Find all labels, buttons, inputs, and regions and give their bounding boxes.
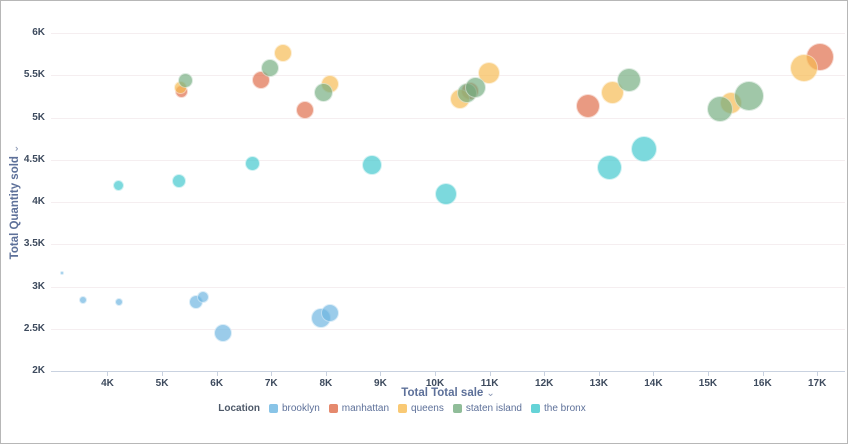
y-axis-tick-label: 6K [32, 27, 45, 38]
bubble-staten-island[interactable] [465, 76, 487, 98]
x-axis-tick-label: 9K [374, 378, 387, 389]
chevron-down-icon[interactable]: ⌄ [10, 144, 21, 154]
legend-item-queens[interactable]: queens [398, 403, 444, 414]
x-axis-tick-label: 15K [698, 378, 718, 389]
bubble-the-bronx[interactable] [434, 183, 457, 206]
x-axis-tick-label: 13K [589, 378, 608, 389]
x-axis-tick-label: 14K [644, 378, 663, 389]
x-axis-title-label: Total Total sale [401, 387, 484, 399]
legend-item-brooklyn[interactable]: brooklyn [268, 403, 320, 414]
y-axis-tick-label: 3K [32, 280, 45, 292]
gridline [51, 159, 845, 161]
x-axis-tickmark [216, 372, 218, 376]
y-axis-tick-label: 3.5K [23, 238, 45, 250]
bubble-brooklyn[interactable] [321, 303, 340, 322]
y-axis-title-label: Total Quantity sold [9, 156, 21, 260]
x-axis-tick-label: 4K [101, 378, 114, 389]
legend: Location brooklyn manhattan queens staten i… [1, 403, 847, 414]
legend-swatch-icon [328, 404, 338, 413]
x-axis-tickmark [598, 372, 600, 376]
x-axis-tickmark [762, 372, 764, 376]
gridline [51, 328, 845, 330]
bubble-the-bronx[interactable] [113, 180, 125, 192]
bubble-brooklyn[interactable] [214, 323, 233, 342]
legend-label: staten island [465, 403, 522, 414]
bubble-manhattan[interactable] [575, 93, 600, 118]
gridline [51, 286, 845, 288]
gridline [51, 117, 845, 119]
legend-swatch-icon [531, 404, 540, 413]
bubble-staten-island[interactable] [733, 81, 764, 112]
legend-swatch-icon [398, 404, 408, 413]
legend-item-manhattan[interactable]: manhattan [328, 403, 390, 414]
x-axis-tickmark [653, 372, 655, 376]
bubble-brooklyn[interactable] [114, 297, 123, 306]
gridline [51, 244, 845, 246]
x-axis-tick-label: 17K [807, 378, 827, 389]
legend-label: brooklyn [281, 403, 320, 414]
bubble-brooklyn[interactable] [197, 291, 210, 304]
x-axis-tickmark [162, 372, 164, 376]
legend-swatch-icon [268, 404, 278, 413]
legend-item-the-bronx[interactable]: the bronx [531, 403, 586, 414]
bubble-staten-island[interactable] [177, 72, 193, 88]
bubble-the-bronx[interactable] [630, 135, 657, 162]
x-axis-tickmark [544, 372, 546, 376]
x-axis-tick-label: 8K [319, 378, 333, 389]
x-axis-tickmark [380, 372, 382, 376]
bubble-queens[interactable] [790, 53, 819, 82]
legend-label: queens [411, 403, 444, 414]
x-axis-tick-label: 11K [480, 378, 499, 389]
bubble-staten-island[interactable] [261, 58, 280, 77]
y-axis-tick-label: 4K [32, 196, 45, 207]
bubble-the-bronx[interactable] [597, 154, 623, 180]
x-axis-tick-label: 12K [535, 378, 554, 389]
x-axis-tickmark [325, 372, 327, 376]
bubble-staten-island[interactable] [616, 68, 641, 93]
x-axis-tickmark [107, 372, 109, 376]
bubble-queens[interactable] [478, 61, 501, 84]
x-axis-tick-label: 10K [425, 378, 445, 389]
bubble-queens[interactable] [273, 44, 292, 63]
x-axis-tickmark [489, 372, 491, 376]
x-axis-line [51, 371, 845, 372]
bubble-the-bronx[interactable] [361, 154, 382, 175]
x-axis-tickmark [271, 372, 273, 376]
legend-item-staten-island[interactable]: staten island [452, 403, 522, 414]
legend-label: the bronx [544, 403, 586, 414]
y-axis-title[interactable]: Total Quantity sold ⌄ [9, 145, 21, 260]
x-axis-tickmark [435, 372, 437, 376]
bubble-brooklyn[interactable] [78, 296, 87, 305]
bubble-the-bronx[interactable] [245, 156, 261, 172]
chevron-down-icon[interactable]: ⌄ [486, 388, 495, 399]
bubble-staten-island[interactable] [706, 96, 733, 123]
legend-title: Location [218, 403, 260, 414]
bubble-manhattan[interactable] [296, 100, 315, 119]
x-axis-tick-label: 6K [210, 378, 224, 389]
bubble-brooklyn[interactable] [60, 270, 65, 275]
y-axis-tick-label: 4.5K [23, 153, 45, 165]
y-axis-tick-label: 5.5K [23, 69, 45, 81]
gridline [51, 75, 845, 77]
x-axis-title[interactable]: Total Total sale ⌄ [51, 387, 845, 399]
x-axis-tickmark [817, 372, 819, 376]
x-axis-tick-label: 16K [753, 378, 772, 389]
legend-swatch-icon [452, 404, 462, 413]
gridline [51, 33, 845, 34]
y-axis-tick-label: 5K [32, 111, 45, 123]
bubble-the-bronx[interactable] [172, 173, 186, 188]
x-axis-tick-label: 7K [264, 378, 278, 389]
bubble-staten-island[interactable] [313, 82, 333, 102]
y-axis-tick-label: 2.5K [23, 322, 45, 334]
x-axis-tickmark [707, 372, 709, 376]
x-axis-tick-label: 5K [155, 378, 169, 389]
y-axis-tick-label: 2K [32, 365, 45, 376]
legend-label: manhattan [341, 403, 390, 414]
